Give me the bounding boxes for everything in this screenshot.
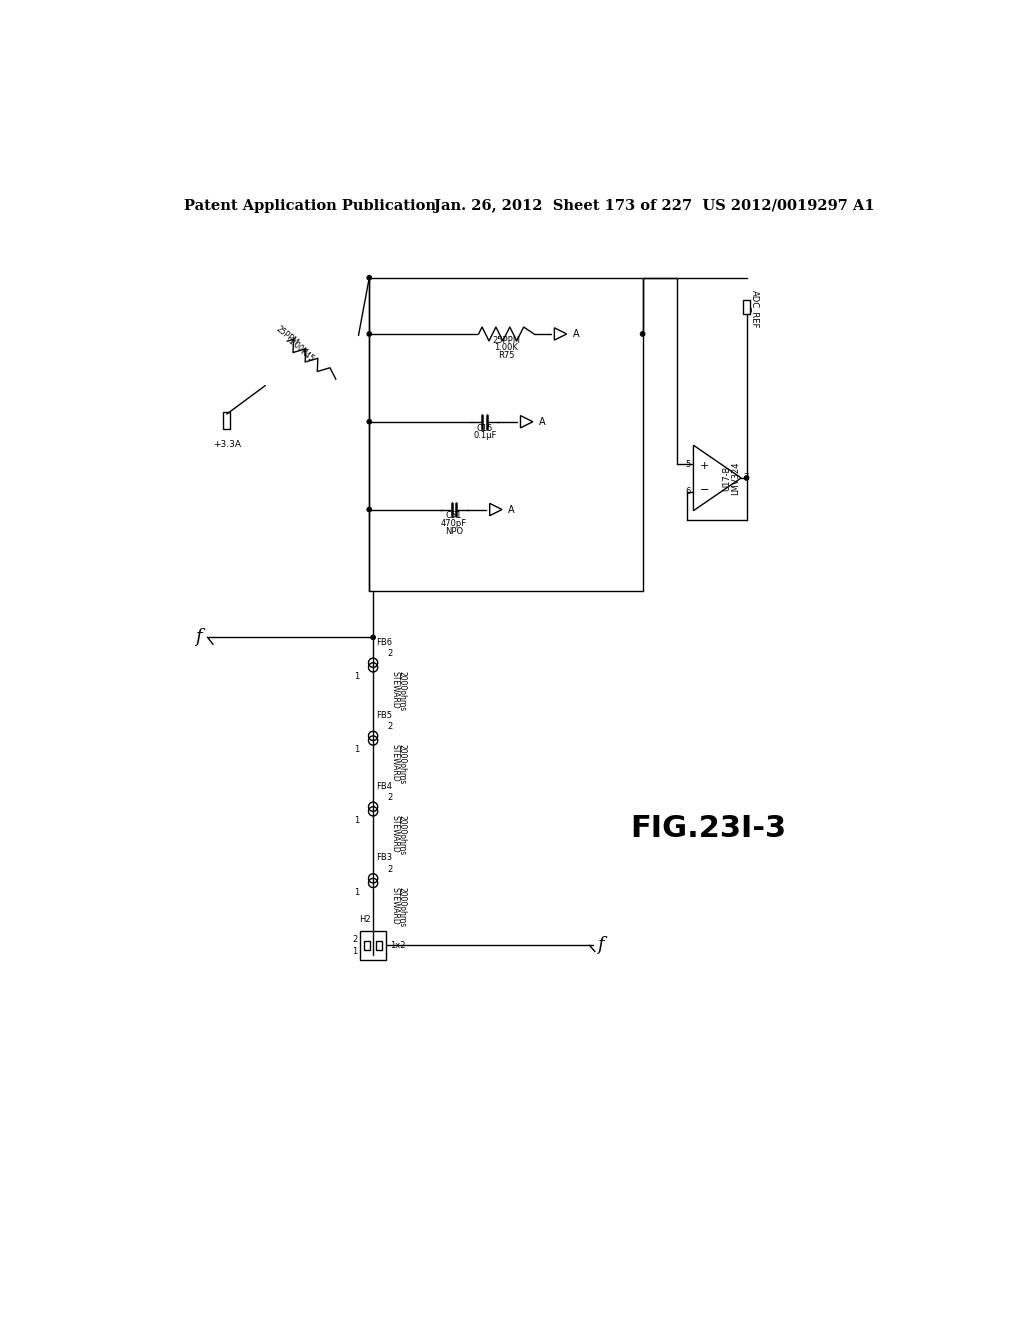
Text: A: A bbox=[508, 504, 514, 515]
Circle shape bbox=[367, 507, 372, 512]
Text: Patent Application Publication: Patent Application Publication bbox=[184, 199, 436, 213]
Bar bbox=[376, 941, 382, 950]
Text: 2: 2 bbox=[387, 793, 392, 803]
Text: 5: 5 bbox=[685, 459, 690, 469]
Bar bbox=[223, 412, 230, 429]
Text: U17-B: U17-B bbox=[722, 465, 731, 491]
Circle shape bbox=[371, 635, 375, 639]
Text: FB4: FB4 bbox=[376, 781, 392, 791]
Text: STEWARD: STEWARD bbox=[390, 887, 399, 924]
Text: 6: 6 bbox=[685, 487, 690, 496]
Text: 1: 1 bbox=[354, 816, 359, 825]
Text: 2000ohms: 2000ohms bbox=[397, 671, 407, 711]
Text: f: f bbox=[195, 628, 202, 647]
Circle shape bbox=[640, 331, 645, 337]
Text: 25PPM: 25PPM bbox=[274, 325, 300, 347]
Text: 0.1μF: 0.1μF bbox=[473, 432, 497, 441]
Bar bbox=[743, 300, 750, 314]
Text: Jan. 26, 2012  Sheet 173 of 227  US 2012/0019297 A1: Jan. 26, 2012 Sheet 173 of 227 US 2012/0… bbox=[434, 199, 874, 213]
Text: FB5: FB5 bbox=[376, 710, 392, 719]
Text: H2: H2 bbox=[359, 915, 371, 924]
Text: STEWARD: STEWARD bbox=[390, 816, 399, 853]
Text: C51: C51 bbox=[445, 511, 462, 520]
Text: STEWARD: STEWARD bbox=[390, 671, 399, 709]
Text: FB3: FB3 bbox=[376, 853, 392, 862]
Text: NPO: NPO bbox=[444, 527, 463, 536]
Text: 1: 1 bbox=[354, 888, 359, 896]
Text: R75: R75 bbox=[498, 351, 515, 360]
Text: FB6: FB6 bbox=[376, 638, 392, 647]
Circle shape bbox=[367, 331, 372, 337]
Text: 1.00K: 1.00K bbox=[495, 343, 518, 352]
Text: 2: 2 bbox=[352, 935, 357, 944]
Text: C15: C15 bbox=[476, 424, 493, 433]
Text: FIG.23I-3: FIG.23I-3 bbox=[630, 814, 786, 842]
Text: STEWARD: STEWARD bbox=[390, 744, 399, 783]
Bar bbox=[360, 931, 386, 960]
Bar bbox=[364, 941, 370, 950]
Text: R45: R45 bbox=[298, 347, 315, 364]
Text: 470pF: 470pF bbox=[441, 519, 467, 528]
Text: ADC_REF: ADC_REF bbox=[751, 290, 760, 329]
Text: 2000ohms: 2000ohms bbox=[397, 744, 407, 784]
Text: 2: 2 bbox=[387, 649, 392, 657]
Text: 2000ohms: 2000ohms bbox=[397, 816, 407, 855]
Text: 1: 1 bbox=[354, 672, 359, 681]
Text: 2000ohms: 2000ohms bbox=[397, 887, 407, 927]
Circle shape bbox=[367, 276, 372, 280]
Text: −: − bbox=[699, 486, 709, 495]
Text: A: A bbox=[539, 417, 546, 426]
Text: LMV324: LMV324 bbox=[731, 461, 740, 495]
Circle shape bbox=[367, 420, 372, 424]
Text: f: f bbox=[597, 936, 604, 954]
Text: 1: 1 bbox=[354, 746, 359, 754]
Text: +3.3A: +3.3A bbox=[213, 441, 241, 449]
Text: 2: 2 bbox=[387, 865, 392, 874]
Text: 25PPM: 25PPM bbox=[493, 335, 520, 345]
Text: 1x2: 1x2 bbox=[390, 941, 406, 950]
Text: +: + bbox=[699, 461, 709, 471]
Circle shape bbox=[744, 475, 749, 480]
Text: 1.00K: 1.00K bbox=[287, 337, 309, 356]
Text: 7: 7 bbox=[743, 474, 749, 482]
Text: 2: 2 bbox=[387, 722, 392, 731]
Text: 1: 1 bbox=[352, 946, 357, 956]
Text: A: A bbox=[572, 329, 580, 339]
